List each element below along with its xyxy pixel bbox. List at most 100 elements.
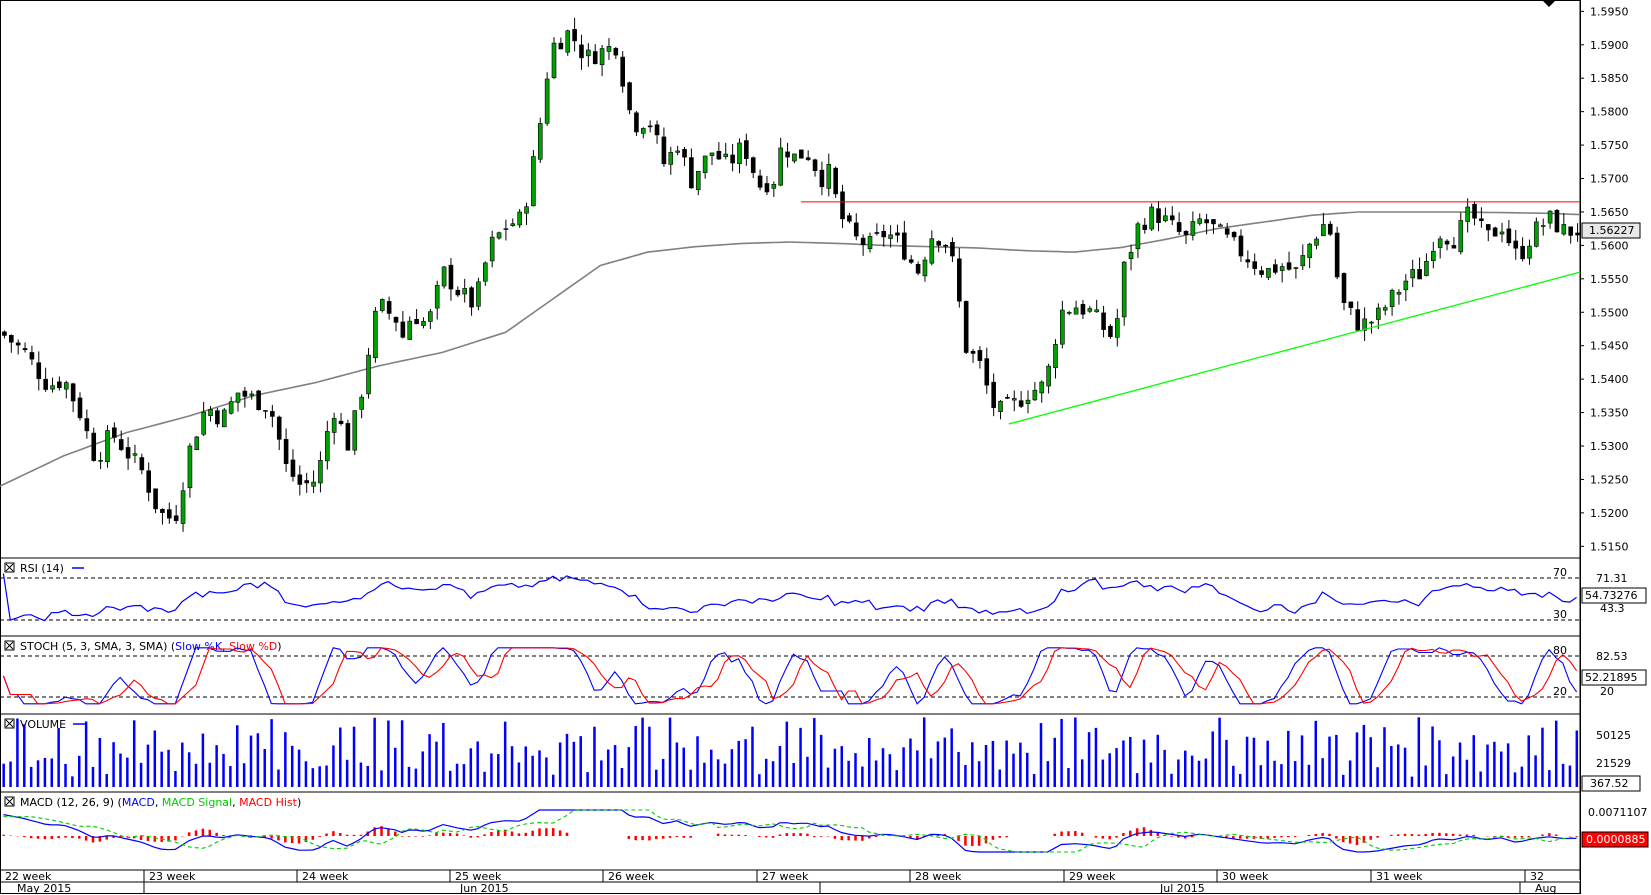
volume-bar xyxy=(538,750,541,787)
macd-hist-bar xyxy=(1108,836,1111,840)
candle-body xyxy=(1431,250,1436,261)
candle-body xyxy=(352,410,358,451)
stoch-toggle-icon[interactable] xyxy=(4,640,15,651)
rsi-toggle-icon[interactable] xyxy=(4,562,15,573)
candle-body xyxy=(1534,221,1539,247)
candle-body xyxy=(1485,224,1491,231)
macd-line xyxy=(3,809,1577,853)
volume-bar xyxy=(98,737,102,787)
volume-bar xyxy=(689,769,692,787)
macd-toggle-icon[interactable] xyxy=(4,796,15,807)
macd-hist-bar xyxy=(1307,834,1311,836)
volume-bar xyxy=(1451,756,1455,787)
candle-body xyxy=(173,515,179,521)
candle-body xyxy=(1224,228,1230,235)
macd-hist-bar xyxy=(1541,834,1544,836)
volume-bar xyxy=(936,741,940,787)
volume-bar xyxy=(627,747,631,787)
volume-bar xyxy=(50,758,54,787)
volume-bar xyxy=(208,762,212,787)
candle-body xyxy=(730,154,735,164)
volume-bar xyxy=(1575,730,1579,787)
volume-bar xyxy=(586,772,589,787)
candle-body xyxy=(627,82,632,111)
macd-hist-bar xyxy=(991,836,995,840)
volume-bar xyxy=(1355,732,1359,787)
volume-bar xyxy=(1266,740,1269,787)
scroll-marker-icon[interactable] xyxy=(1542,0,1556,7)
macd-hist-bar xyxy=(1184,836,1187,839)
candle-body xyxy=(1547,210,1553,224)
time-axis: 22 week 23 week 24 week 25 week 26 week 27 we… xyxy=(0,870,1581,895)
volume-bar xyxy=(16,718,19,787)
candle-body xyxy=(675,150,680,153)
candle-body xyxy=(1568,226,1573,236)
candle-body xyxy=(1382,307,1388,311)
macd-hist-bar xyxy=(1390,834,1393,836)
macd-hist-bar xyxy=(36,836,40,839)
candle-body xyxy=(139,457,145,471)
macd-hist-bar xyxy=(1314,833,1318,836)
candle-body xyxy=(290,459,296,477)
volume-bar xyxy=(1472,735,1476,787)
volume-label: VOLUME xyxy=(20,718,66,731)
candle-body xyxy=(867,236,873,250)
volume-bar xyxy=(854,753,857,787)
macd-hist-bar xyxy=(132,836,136,839)
volume-bar xyxy=(187,752,191,787)
candle-body xyxy=(1183,230,1189,235)
volume-bar xyxy=(1287,730,1290,787)
macd-hist-bar xyxy=(627,836,631,839)
volume-bar xyxy=(1080,759,1084,787)
candle-body xyxy=(167,509,172,519)
macd-hist-bar xyxy=(497,830,500,836)
candle-body xyxy=(1005,397,1010,399)
volume-bar xyxy=(325,765,328,787)
macd-hist-bar xyxy=(448,833,452,836)
week-label: 25 week xyxy=(455,870,502,883)
volume-bar xyxy=(703,762,706,787)
volume-bar xyxy=(950,728,953,787)
volume-bar xyxy=(1300,735,1304,787)
candle-body xyxy=(1245,259,1251,263)
macd-hist-bar xyxy=(400,836,404,837)
macd-hist-bar xyxy=(1410,834,1414,836)
stoch-k-line xyxy=(2,647,1578,705)
candle-body xyxy=(881,231,887,238)
volume-bar xyxy=(428,734,431,787)
price-tick-label: 1.5800 xyxy=(1590,106,1629,119)
candle-body xyxy=(1376,307,1381,320)
rsi-current-label: 54.73276 xyxy=(1585,589,1638,602)
volume-toggle-icon[interactable] xyxy=(4,718,15,729)
volume-bar xyxy=(751,726,754,787)
volume-bar xyxy=(1293,761,1297,787)
volume-bar xyxy=(112,742,115,787)
macd-hist-bar xyxy=(847,836,850,841)
macd-hist-bar xyxy=(1129,830,1132,836)
candle-body xyxy=(503,228,509,230)
candle-body xyxy=(331,418,337,433)
candle-body xyxy=(874,232,880,234)
volume-bar xyxy=(524,746,528,787)
candle-body xyxy=(1410,269,1415,279)
macd-hist-bar xyxy=(29,836,33,839)
volume-bar xyxy=(1067,768,1070,787)
macd-hist-bar xyxy=(792,833,795,836)
volume-bar xyxy=(1568,765,1572,787)
candle-body xyxy=(963,301,969,353)
month-label: Aug xyxy=(1535,882,1556,895)
volume-bar xyxy=(462,764,466,787)
volume-bar xyxy=(613,745,617,787)
macd-hist-bar xyxy=(1170,836,1173,837)
volume-bar xyxy=(737,740,740,787)
macd-hist-bar xyxy=(552,828,555,836)
volume-bar xyxy=(270,719,273,787)
candle-body xyxy=(208,409,213,417)
volume-bar xyxy=(2,763,5,787)
macd-hist-bar xyxy=(1362,836,1366,843)
macd-hist-bar xyxy=(641,836,644,841)
candle-body xyxy=(771,184,777,189)
volume-bar xyxy=(813,718,816,787)
volume-bar xyxy=(648,726,651,787)
